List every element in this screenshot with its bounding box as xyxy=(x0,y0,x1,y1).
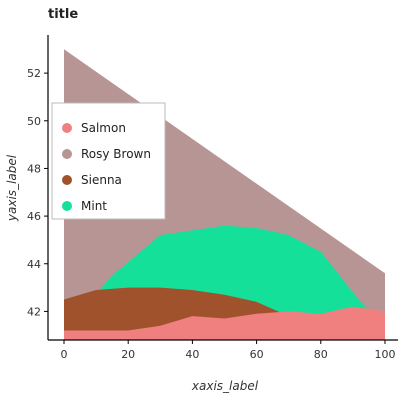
x-tick-label: 0 xyxy=(61,348,68,361)
legend-marker-sienna xyxy=(62,175,72,185)
y-tick-label: 44 xyxy=(27,258,41,271)
x-tick-label: 80 xyxy=(314,348,328,361)
y-axis-ticks: 42 44 46 48 50 52 xyxy=(27,67,48,318)
legend-label-sienna: Sienna xyxy=(81,173,122,187)
x-tick-label: 100 xyxy=(375,348,396,361)
y-tick-label: 48 xyxy=(27,162,41,175)
legend-box xyxy=(51,102,166,220)
legend-label-mint: Mint xyxy=(81,199,107,213)
area-salmon xyxy=(64,306,385,340)
x-tick-label: 40 xyxy=(185,348,199,361)
legend-marker-mint xyxy=(62,201,72,211)
y-tick-label: 46 xyxy=(27,210,41,223)
chart-title: title xyxy=(48,7,78,22)
legend-marker-rosy-brown xyxy=(62,149,72,159)
x-tick-label: 20 xyxy=(121,348,135,361)
y-tick-label: 50 xyxy=(27,115,41,128)
y-axis-title: yaxis_label xyxy=(5,154,19,222)
legend-label-salmon: Salmon xyxy=(81,121,126,135)
legend-marker-salmon xyxy=(62,123,72,133)
y-tick-label: 42 xyxy=(27,305,41,318)
x-tick-label: 60 xyxy=(250,348,264,361)
x-axis-title: xaxis_label xyxy=(191,379,259,393)
legend: Salmon Rosy Brown Sienna Mint xyxy=(51,102,166,220)
y-tick-label: 52 xyxy=(27,67,41,80)
legend-label-rosy-brown: Rosy Brown xyxy=(81,147,151,161)
x-axis-ticks: 0 20 40 60 80 100 xyxy=(61,340,396,361)
